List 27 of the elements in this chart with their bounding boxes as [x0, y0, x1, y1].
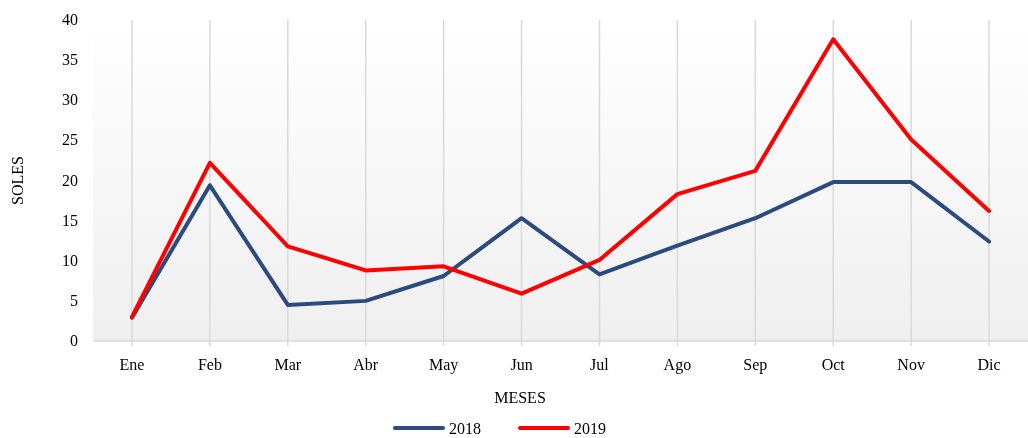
y-tick-label: 5 [70, 291, 78, 309]
y-tick-label: 25 [62, 131, 78, 149]
x-tick-label: Jul [590, 356, 610, 373]
x-tick-label: Dic [977, 356, 1001, 373]
x-tick-label: Abr [353, 356, 379, 373]
y-tick-label: 0 [70, 332, 78, 349]
x-tick-label: Mar [274, 356, 302, 373]
y-tick-label: 35 [62, 51, 78, 69]
y-tick-label: 10 [62, 251, 78, 269]
x-tick-label: Oct [821, 356, 846, 373]
x-tick-label: Jun [510, 356, 533, 373]
x-axis-title: MESES [494, 389, 546, 406]
x-tick-label: Nov [897, 356, 925, 373]
x-tick-label: May [428, 356, 459, 374]
x-tick-label: Feb [197, 356, 222, 373]
y-tick-label: 40 [62, 11, 78, 28]
legend-label: 2018 [449, 420, 481, 437]
legend-label: 2019 [574, 420, 606, 437]
y-tick-label: 15 [62, 211, 78, 229]
y-tick-label: 20 [62, 171, 78, 189]
line-series [129, 180, 992, 320]
line-series [129, 37, 992, 319]
y-tick-label: 30 [62, 91, 78, 109]
y-axis-title: SOLES [9, 156, 26, 205]
x-tick-label: Ago [663, 356, 692, 374]
x-tick-label: Sep [743, 356, 768, 374]
x-tick-label: Ene [119, 356, 145, 373]
